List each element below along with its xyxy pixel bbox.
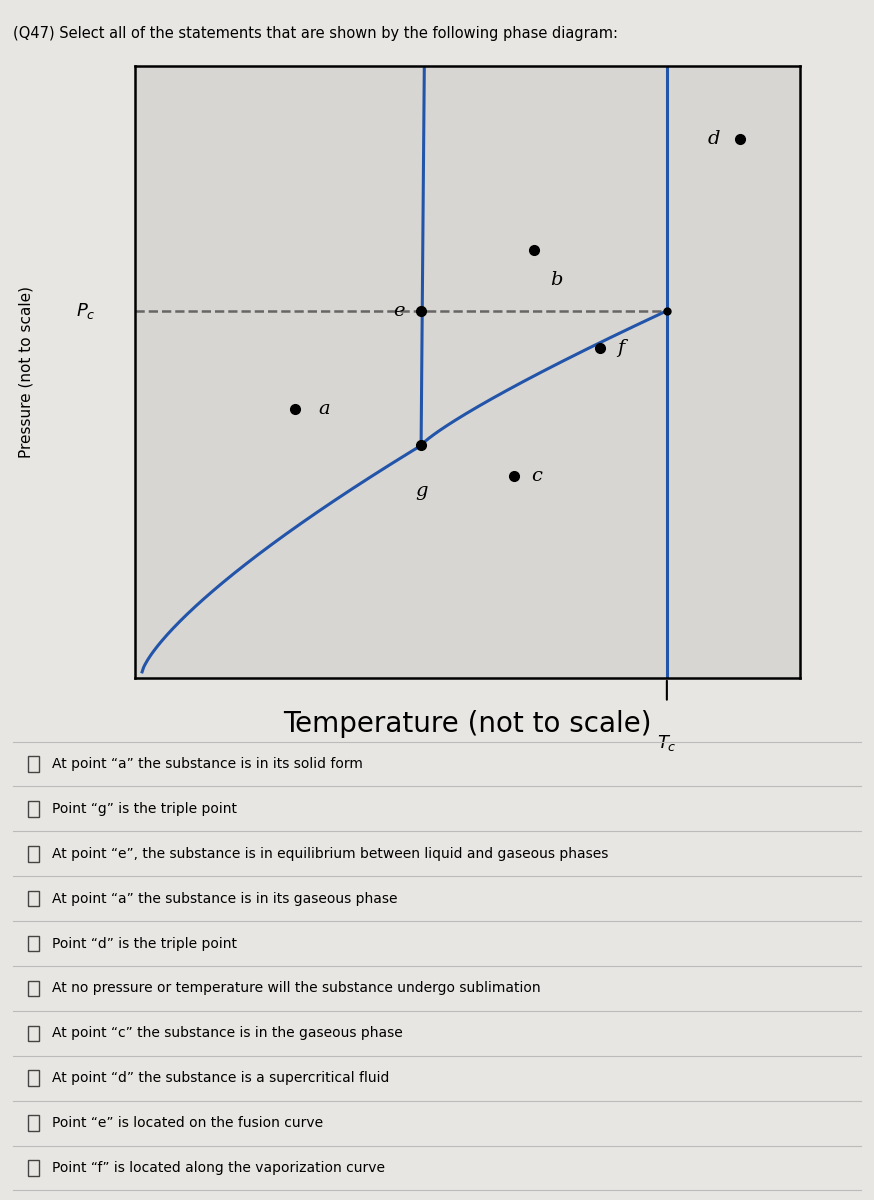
Text: At point “a” the substance is in its gaseous phase: At point “a” the substance is in its gas… xyxy=(52,892,398,906)
Text: At point “d” the substance is a supercritical fluid: At point “d” the substance is a supercri… xyxy=(52,1072,390,1085)
Text: Temperature (not to scale): Temperature (not to scale) xyxy=(283,710,652,738)
Text: At no pressure or temperature will the substance undergo sublimation: At no pressure or temperature will the s… xyxy=(52,982,541,996)
Text: At point “e”, the substance is in equilibrium between liquid and gaseous phases: At point “e”, the substance is in equili… xyxy=(52,847,609,860)
Text: c: c xyxy=(531,467,542,485)
Text: e: e xyxy=(393,301,405,319)
Text: $P_c$: $P_c$ xyxy=(76,301,95,320)
Text: At point “a” the substance is in its solid form: At point “a” the substance is in its sol… xyxy=(52,757,364,772)
Text: Point “e” is located on the fusion curve: Point “e” is located on the fusion curve xyxy=(52,1116,323,1130)
Text: (Q47) Select all of the statements that are shown by the following phase diagram: (Q47) Select all of the statements that … xyxy=(13,26,618,41)
Text: d: d xyxy=(707,131,720,149)
Text: At point “c” the substance is in the gaseous phase: At point “c” the substance is in the gas… xyxy=(52,1026,403,1040)
Text: f: f xyxy=(617,338,624,356)
Text: b: b xyxy=(551,271,563,289)
Text: g: g xyxy=(415,482,427,500)
Text: Point “d” is the triple point: Point “d” is the triple point xyxy=(52,936,238,950)
Text: Point “g” is the triple point: Point “g” is the triple point xyxy=(52,802,238,816)
Text: a: a xyxy=(318,400,329,418)
Text: $T_c$: $T_c$ xyxy=(657,733,676,754)
Text: Pressure (not to scale): Pressure (not to scale) xyxy=(18,286,34,458)
Text: Point “f” is located along the vaporization curve: Point “f” is located along the vaporizat… xyxy=(52,1160,385,1175)
